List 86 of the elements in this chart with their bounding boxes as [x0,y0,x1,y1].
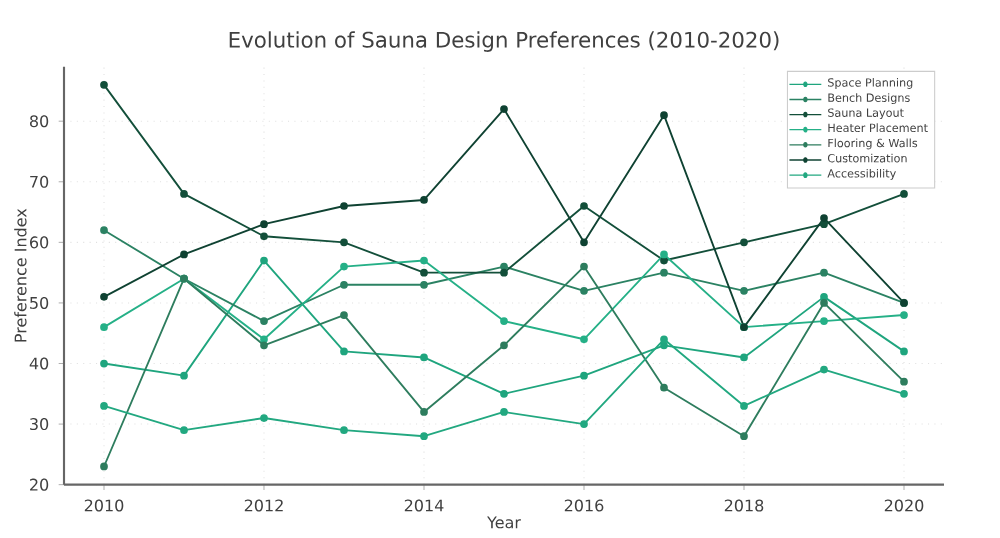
point [340,311,348,319]
point [900,377,908,386]
y-tick-label: 80 [29,115,49,128]
point [660,111,668,120]
point [660,256,668,265]
point [100,226,108,235]
point [420,196,428,204]
point [180,426,188,435]
point [100,293,108,301]
point [580,202,588,210]
point [740,432,748,441]
point [820,214,828,222]
point [580,286,588,295]
point [420,432,428,441]
point [100,80,108,89]
point [420,408,428,416]
point [820,365,828,374]
y-tick-label: 60 [30,236,49,249]
point [740,286,748,295]
y-tick-label: 20 [30,478,49,491]
y-tick-label: 40 [29,357,49,370]
point [820,220,828,229]
point [340,238,348,247]
point [820,293,828,301]
point [820,317,828,325]
point [500,341,508,350]
point [500,389,508,398]
point [260,414,268,422]
point [660,335,668,344]
point [340,347,348,356]
point [900,190,908,198]
point [580,238,588,247]
point [740,353,748,362]
point [660,268,668,277]
y-tick-label: 70 [30,175,49,188]
point [100,323,108,332]
point [340,426,348,435]
point [180,190,188,198]
point [580,371,588,380]
point [500,105,508,113]
point [420,256,428,265]
point [100,462,108,471]
point [900,389,908,398]
point [260,341,268,350]
y-tick-label: 30 [30,418,49,431]
y-axis-title: Preference Index [14,208,27,342]
x-tick-label: 2018 [724,499,764,512]
point [500,317,508,325]
point [740,402,748,410]
point [180,371,188,380]
x-tick-label: 2020 [884,499,924,512]
point [900,311,908,319]
point [180,250,188,259]
point [500,268,508,277]
x-tick-label: 2012 [244,499,283,512]
chart-title: Evolution of Sauna Design Preferences (2010-2020) [229,31,779,52]
point [660,341,668,350]
point [100,359,108,368]
point [260,256,268,265]
point [580,420,588,428]
point [100,402,108,410]
point [340,202,348,210]
x-axis-title: Year [487,516,521,529]
x-tick-label: 2014 [404,499,444,512]
point [500,408,508,416]
x-tick-label: 2016 [564,499,604,512]
point [660,250,668,259]
point [660,383,668,392]
point [420,353,428,362]
point [740,238,748,247]
point [820,268,828,277]
point [580,335,588,344]
point [260,232,268,241]
y-tick-label: 50 [30,296,49,309]
point [580,262,588,271]
point [500,262,508,271]
point [420,280,428,289]
point [820,299,828,307]
point [260,220,268,229]
point [900,347,908,356]
point [260,317,268,325]
point [260,335,268,344]
x-tick-label: 2010 [84,499,124,512]
point [340,262,348,271]
point [340,280,348,289]
point [420,268,428,277]
